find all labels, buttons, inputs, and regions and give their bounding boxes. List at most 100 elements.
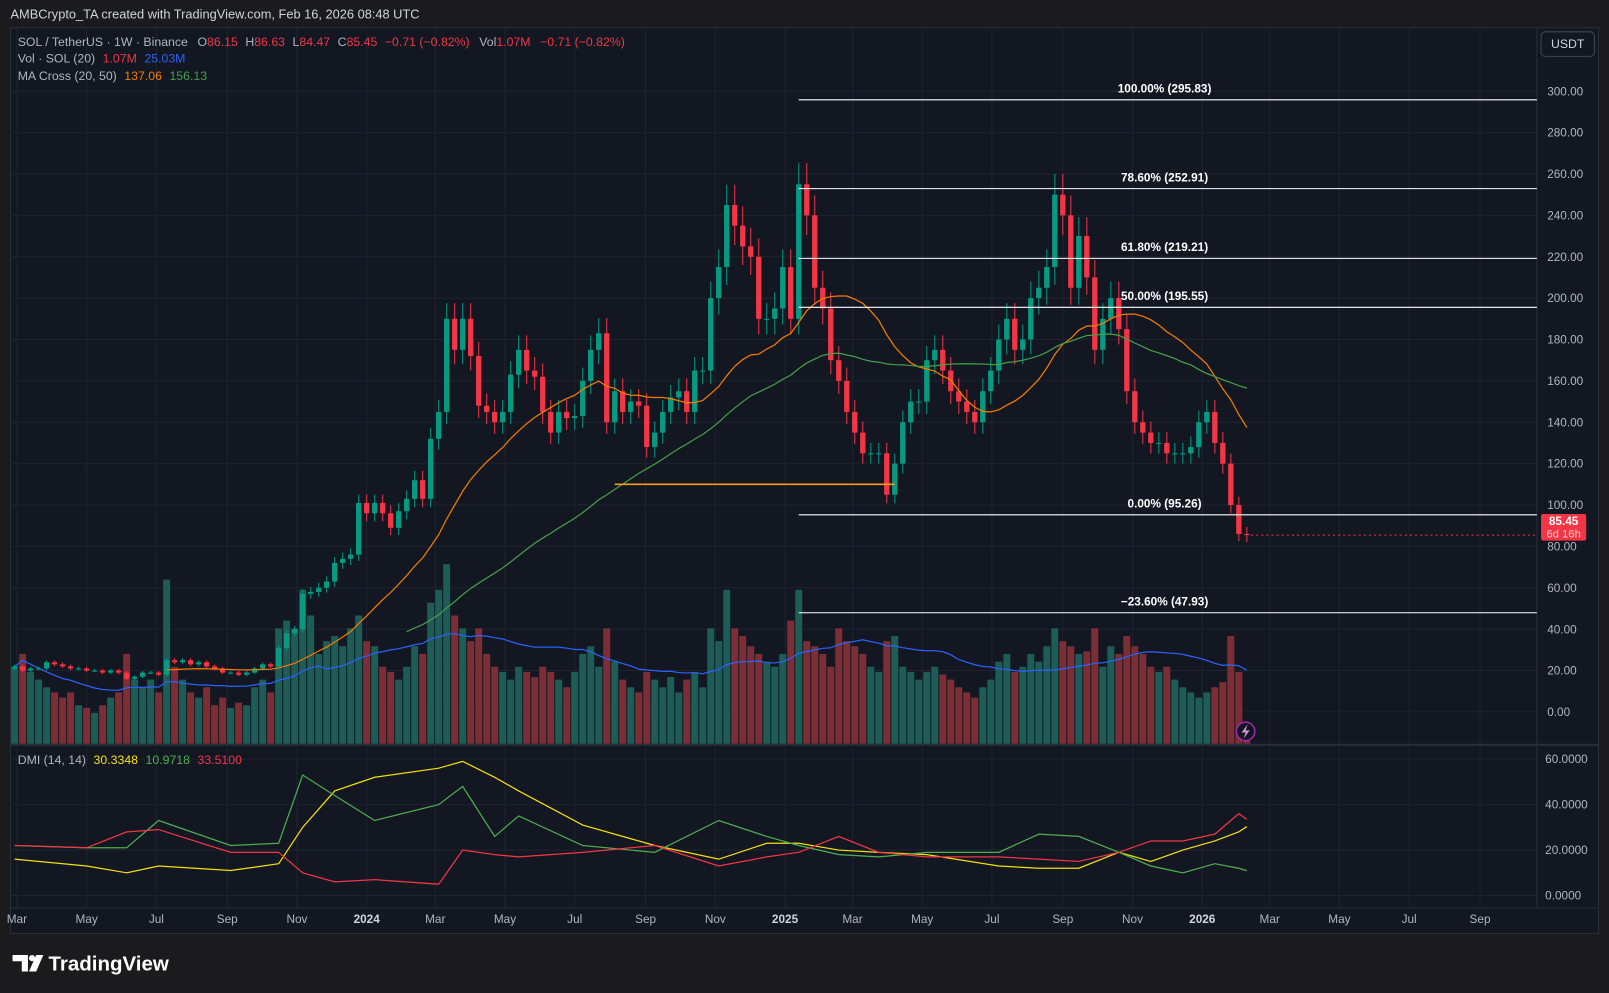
volume-bar <box>395 679 403 744</box>
candle-body <box>412 480 418 499</box>
volume-bar <box>155 692 163 744</box>
axes: 300.00 280.00 260.00 240.00 220.00 200.00 180.… <box>7 85 1588 926</box>
volume-bar <box>43 687 51 744</box>
volume-bar <box>1099 666 1107 744</box>
volume-bar <box>11 666 19 744</box>
time-tick-label: 2025 <box>772 913 799 926</box>
change-value-2: −0.71 (−0.82%) <box>540 35 625 49</box>
volume-bar <box>283 620 291 744</box>
candle-body <box>75 668 82 670</box>
change-value: −0.71 (−0.82%) <box>385 35 470 49</box>
candle-body <box>203 662 210 667</box>
volume-bar <box>1171 679 1179 744</box>
time-tick-label: May <box>75 913 97 926</box>
volume-bar <box>611 661 619 744</box>
candle-body <box>476 356 482 406</box>
price-tick-label: 120.00 <box>1547 458 1583 471</box>
volume-bar <box>1179 687 1187 744</box>
fib-level-label: 0.00% (95.26) <box>1128 498 1202 511</box>
candle-body <box>364 502 370 514</box>
volume-bar <box>99 705 107 744</box>
candle-body <box>644 405 650 448</box>
volume-bar <box>819 653 827 744</box>
currency-button[interactable]: USDT <box>1540 31 1595 57</box>
price-tick-label: 260.00 <box>1547 168 1583 181</box>
candle-body <box>468 318 474 357</box>
candle-body <box>1052 194 1058 268</box>
open-value: 86.15 <box>207 35 238 49</box>
volume-bar <box>483 653 491 744</box>
symbol-title[interactable]: SOL / TetherUS · 1W · Binance <box>18 35 188 49</box>
candle-body <box>732 204 738 226</box>
volume-bar <box>587 646 595 744</box>
candle-body <box>772 308 778 319</box>
candle-body <box>235 672 242 675</box>
candle-body <box>452 318 458 350</box>
volume-bar <box>91 712 99 744</box>
volume-bar <box>315 653 323 744</box>
candle-body <box>83 668 90 671</box>
volume-bar <box>995 661 1003 744</box>
tv-logo-mark-icon <box>12 955 28 972</box>
candle-body <box>1172 453 1178 455</box>
fib-level-label: 61.80% (219.21) <box>1121 241 1208 254</box>
candle-body <box>964 401 970 412</box>
candle-body <box>564 411 570 419</box>
volume-bar <box>267 692 275 744</box>
candle-body <box>291 629 298 634</box>
volume-bar <box>635 692 643 744</box>
lightning-icon[interactable] <box>1235 721 1256 742</box>
volume-bar <box>763 661 771 744</box>
candle-body <box>556 411 562 433</box>
volume-bar <box>971 697 979 744</box>
tradingview-logo[interactable]: TradingView <box>12 952 169 975</box>
volume-bar <box>307 615 315 744</box>
candle-body <box>171 660 178 663</box>
time-tick-label: Sep <box>1052 913 1073 926</box>
time-tick-label: Nov <box>1122 913 1143 926</box>
time-tick-label: Nov <box>705 913 726 926</box>
volume-bar <box>67 692 75 744</box>
dmi-tick-label: 60.0000 <box>1545 753 1588 766</box>
candle-body <box>1244 533 1250 536</box>
candle-body <box>155 672 162 675</box>
candle-body <box>524 349 530 371</box>
candle-body <box>420 480 426 499</box>
candle-body <box>668 397 674 412</box>
volume-bar <box>539 666 547 744</box>
candle-body <box>324 581 330 588</box>
candle-body <box>724 204 730 268</box>
volume-bar <box>203 687 211 744</box>
time-tick-label: Jul <box>149 913 164 926</box>
ma-indicator-name[interactable]: MA Cross (20, 50) <box>18 69 117 83</box>
volume-indicator-name[interactable]: Vol · SOL (20) <box>18 52 95 66</box>
volume-bar <box>339 646 347 744</box>
volume-bar <box>555 679 563 744</box>
volume-ma-line <box>14 632 1248 691</box>
candle-body <box>1196 422 1202 448</box>
volume-bar <box>219 697 227 744</box>
volume-bar <box>1163 666 1171 744</box>
candle-body <box>259 664 266 669</box>
volume-bar <box>571 671 579 744</box>
candle-body <box>444 318 450 412</box>
volume-bar <box>627 687 635 744</box>
candle-body <box>107 670 114 673</box>
time-tick-label: 2024 <box>354 913 381 926</box>
volume-bar <box>243 705 251 744</box>
candle-body <box>932 349 938 361</box>
volume-bar <box>1003 653 1011 744</box>
volume-bar <box>1091 628 1099 744</box>
fib-level-label: 100.00% (295.83) <box>1118 83 1212 96</box>
candle-body <box>684 391 690 412</box>
volume-bar <box>107 697 115 744</box>
dmi-indicator-name[interactable]: DMI (14, 14) <box>18 753 86 767</box>
candle-body <box>620 391 626 412</box>
volume-bar <box>867 666 875 744</box>
volume-bar <box>579 653 587 744</box>
candle-body <box>1036 287 1042 299</box>
candle-body <box>219 668 226 673</box>
volume-bar <box>1219 682 1227 744</box>
adx-line <box>14 760 1248 874</box>
